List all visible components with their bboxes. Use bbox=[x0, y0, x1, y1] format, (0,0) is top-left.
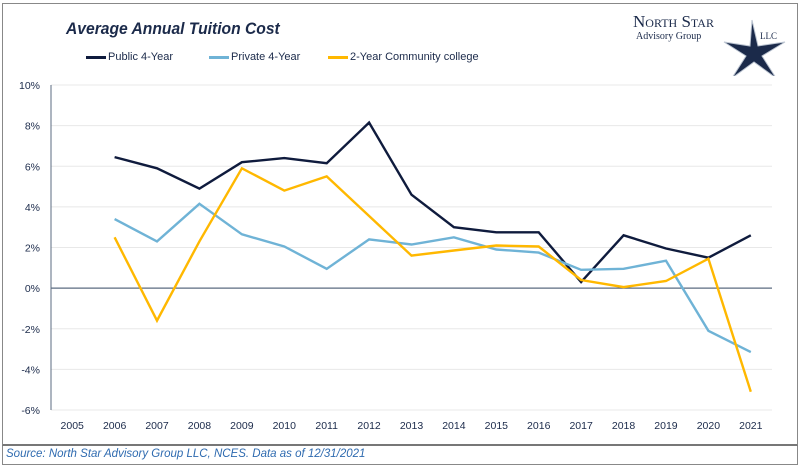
legend-label: Private 4-Year bbox=[231, 51, 301, 63]
legend-item-public: Public 4-Year bbox=[86, 51, 173, 63]
series-line-2-year-community-college bbox=[113, 166, 752, 393]
chart-frame bbox=[2, 3, 798, 446]
legend-item-private: Private 4-Year bbox=[209, 51, 300, 63]
x-tick-label: 2006 bbox=[103, 420, 127, 432]
logo-text-name: North Star bbox=[633, 12, 714, 31]
footer-bar bbox=[2, 446, 798, 465]
x-tick-label: 2015 bbox=[485, 420, 509, 432]
logo-text-llc: LLC bbox=[760, 31, 777, 41]
legend-label: 2-Year Community college bbox=[350, 51, 479, 63]
x-tick-label: 2005 bbox=[61, 420, 85, 432]
x-tick-label: 2007 bbox=[145, 420, 169, 432]
y-tick-label: -2% bbox=[21, 324, 40, 336]
x-tick-label: 2011 bbox=[315, 420, 338, 432]
line-chart: 10% 8% 6% 4% 2% 0% -2% -4% -6% 2005 2006 2007 2008 20… bbox=[19, 80, 772, 432]
x-tick-label: 2014 bbox=[442, 420, 466, 432]
y-tick-label: -4% bbox=[21, 364, 40, 376]
x-tick-label: 2018 bbox=[612, 420, 636, 432]
x-tick-label: 2017 bbox=[569, 420, 593, 432]
y-tick-label: 0% bbox=[25, 283, 40, 295]
y-tick-label: 6% bbox=[25, 161, 40, 173]
legend-swatch bbox=[209, 55, 229, 59]
series-line-private-4-year bbox=[114, 202, 752, 354]
x-tick-label: 2009 bbox=[230, 420, 254, 432]
y-tick-label: 10% bbox=[19, 80, 40, 92]
legend-label: Public 4-Year bbox=[108, 51, 174, 63]
x-tick-label: 2016 bbox=[527, 420, 551, 432]
y-tick-label: 8% bbox=[25, 121, 40, 133]
y-tick-label: 2% bbox=[25, 243, 40, 255]
x-tick-label: 2021 bbox=[739, 420, 763, 432]
x-tick-label: 2012 bbox=[357, 420, 381, 432]
chart-title: Average Annual Tuition Cost bbox=[66, 19, 280, 38]
x-tick-label: 2020 bbox=[697, 420, 721, 432]
x-tick-label: 2019 bbox=[654, 420, 678, 432]
logo-text-group: Advisory Group bbox=[636, 31, 701, 42]
x-tick-label: 2010 bbox=[273, 420, 297, 432]
legend-item-community: 2-Year Community college bbox=[328, 51, 479, 63]
star-icon bbox=[723, 19, 786, 76]
series-line-public-4-year bbox=[114, 120, 752, 284]
y-tick-label: 4% bbox=[25, 202, 40, 214]
x-tick-label: 2008 bbox=[188, 420, 212, 432]
north-star-logo: North Star Advisory Group LLC bbox=[633, 12, 786, 76]
y-tick-label: -6% bbox=[21, 405, 40, 417]
legend-swatch bbox=[328, 55, 348, 59]
legend-swatch bbox=[86, 55, 106, 59]
x-tick-label: 2013 bbox=[400, 420, 424, 432]
source-note: Source: North Star Advisory Group LLC, N… bbox=[6, 448, 366, 460]
